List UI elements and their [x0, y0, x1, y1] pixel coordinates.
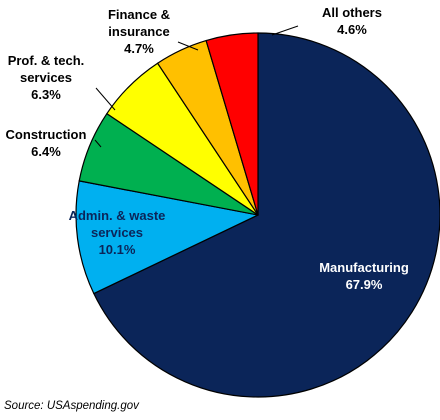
slice-name-1: services	[91, 225, 143, 240]
slice-labels: Manufacturing 67.9% Admin. & waste services…	[6, 5, 409, 292]
slice-value-0: 67.9%	[346, 277, 383, 292]
slice-label-5: All others 4.6%	[322, 5, 382, 37]
leader-line-3	[95, 87, 116, 111]
slice-value-1: 10.1%	[99, 242, 136, 257]
slice-label-4: Finance & insurance 4.7%	[108, 7, 170, 56]
slice-name-5: All others	[322, 5, 382, 20]
leader-lines	[94, 25, 299, 148]
slice-name-4: insurance	[108, 24, 169, 39]
slice-label-1: Admin. & waste services 10.1%	[69, 208, 166, 257]
slice-label-0: Manufacturing 67.9%	[319, 260, 409, 292]
slice-value-2: 6.4%	[31, 144, 61, 159]
slice-value-3: 6.3%	[31, 87, 61, 102]
slice-name-3: services	[20, 70, 72, 85]
slice-label-2: Construction 6.4%	[6, 127, 87, 159]
pie-slices	[75, 32, 440, 398]
slice-name-1: Admin. & waste	[69, 208, 166, 223]
pie-slice-0	[93, 32, 440, 398]
leader-line-4	[177, 41, 199, 51]
pie-slice-5	[205, 32, 259, 216]
slice-label-3: Prof. & tech. services 6.3%	[8, 53, 85, 102]
source-note: Source: USAspending.gov	[4, 400, 139, 412]
leader-line-2	[94, 139, 102, 148]
pie-slice-1	[75, 180, 259, 295]
slice-name-4: Finance &	[108, 7, 170, 22]
leader-line-5	[271, 25, 299, 36]
slice-value-4: 4.7%	[124, 41, 154, 56]
slice-name-0: Manufacturing	[319, 260, 409, 275]
slice-name-3: Prof. & tech.	[8, 53, 85, 68]
slice-name-2: Construction	[6, 127, 87, 142]
slice-value-5: 4.6%	[337, 22, 367, 37]
